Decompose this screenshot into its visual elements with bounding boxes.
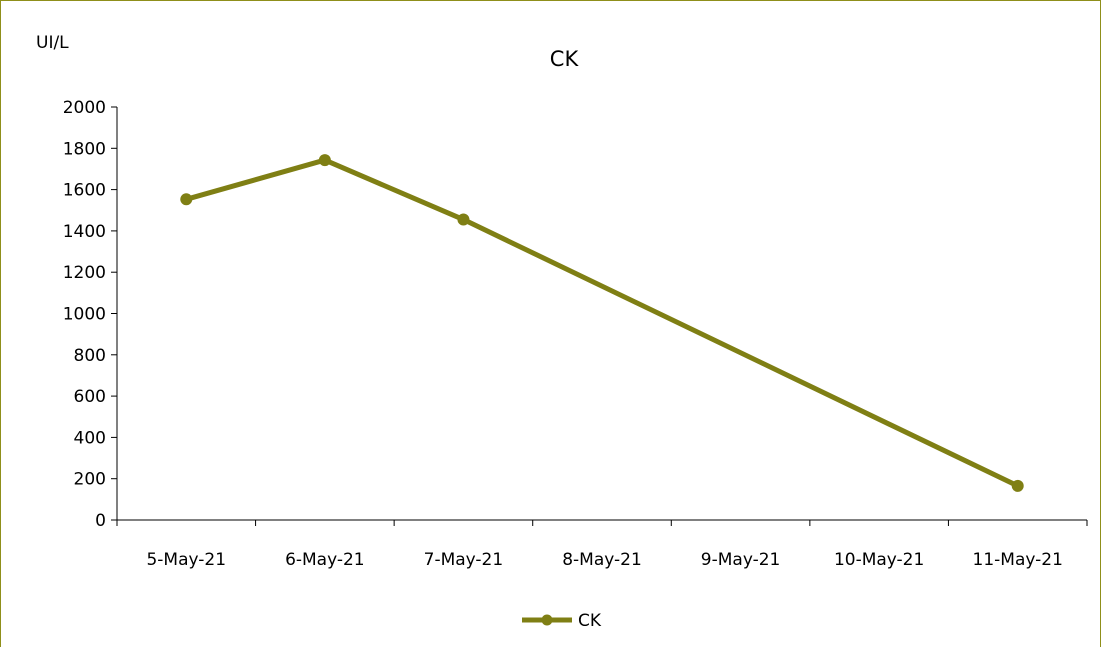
legend: CK [522, 611, 602, 631]
y-tick-label: 1600 [63, 181, 106, 201]
data-point-5-May-21 [180, 193, 193, 206]
y-tick-label: 600 [74, 387, 106, 407]
data-point-11-May-21 [1011, 479, 1024, 492]
y-tick-label: 1800 [63, 139, 106, 159]
y-tick-label: 200 [74, 470, 106, 490]
x-tick-label: 7-May-21 [424, 550, 504, 570]
y-axis-ticks: 0 200 400 600 800 1000 1200 1400 1600 1800 2000 [63, 98, 117, 531]
x-tick-label: 5-May-21 [146, 550, 226, 570]
y-tick-label: 800 [74, 346, 106, 366]
x-tick-label: 6-May-21 [285, 550, 365, 570]
y-tick-label: 1200 [63, 263, 106, 283]
data-point-6-May-21 [318, 154, 331, 167]
y-tick-label: 1400 [63, 222, 106, 242]
y-tick-label: 0 [95, 511, 106, 531]
y-tick-label: 400 [74, 428, 106, 448]
x-tick-label: 9-May-21 [701, 550, 781, 570]
y-tick-label: 1000 [63, 305, 106, 325]
chart-title: CK [550, 47, 580, 71]
x-tick-label: 10-May-21 [834, 550, 924, 570]
x-tick-label: 11-May-21 [973, 550, 1063, 570]
y-tick-label: 2000 [63, 98, 106, 118]
series-line-ck [183, 157, 1021, 489]
legend-point-marker [541, 614, 553, 626]
series-ck [180, 154, 1024, 492]
legend-label-ck: CK [578, 611, 602, 631]
axes [116, 107, 1087, 521]
x-axis-ticks: 5-May-21 6-May-21 7-May-21 8-May-21 9-May-21… [116, 520, 1088, 570]
y-axis-unit-label: UI/L [36, 33, 69, 53]
x-tick-label: 8-May-21 [562, 550, 642, 570]
data-point-7-May-21 [457, 213, 470, 226]
